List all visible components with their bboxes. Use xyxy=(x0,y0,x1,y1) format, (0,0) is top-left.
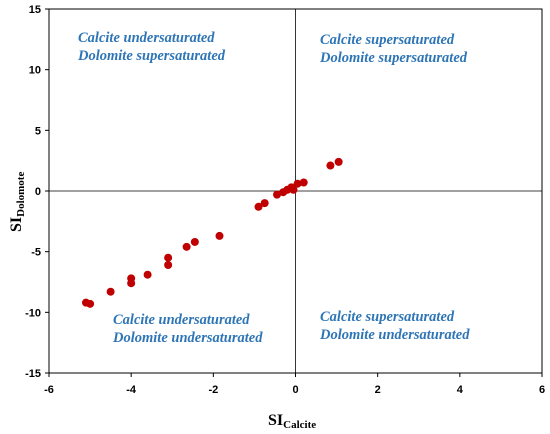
y-tick-label: 5 xyxy=(35,125,41,137)
data-point xyxy=(289,185,298,194)
y-axis-label-sub: Dolomote xyxy=(15,172,27,217)
x-axis-ticks: -6 -4 -2 0 2 4 6 xyxy=(44,373,545,396)
data-point xyxy=(182,242,191,251)
x-tick-label: 4 xyxy=(457,384,464,396)
x-tick-label: 0 xyxy=(292,384,298,396)
y-axis-ticks: 15 10 5 0 -5 -10 -15 xyxy=(25,4,49,380)
quadrant-top-right-line2: Dolomite supersaturated xyxy=(319,50,468,66)
data-point xyxy=(143,270,152,279)
quadrant-bottom-right-line2: Dolomite undersaturated xyxy=(319,327,470,343)
quadrant-bottom-right-line1: Calcite supersaturated xyxy=(320,309,455,325)
quadrant-labels: Calcite undersaturated Dolomite supersat… xyxy=(77,30,470,346)
data-points xyxy=(81,157,343,308)
data-point xyxy=(254,202,263,211)
x-tick-label: -4 xyxy=(126,384,137,396)
quadrant-top-left-line2: Dolomite supersaturated xyxy=(77,48,226,64)
data-point xyxy=(86,299,95,308)
quadrant-top-left-line1: Calcite undersaturated xyxy=(78,30,215,46)
x-tick-label: 6 xyxy=(539,384,545,396)
data-point xyxy=(299,178,308,187)
x-axis-label-main: SI xyxy=(268,412,283,429)
y-tick-label: 0 xyxy=(35,186,41,198)
x-tick-label: 2 xyxy=(375,384,381,396)
data-point xyxy=(190,237,199,246)
quadrant-top-right-line1: Calcite supersaturated xyxy=(320,32,455,48)
data-point xyxy=(164,253,173,262)
x-axis-label-sub: Calcite xyxy=(283,419,316,431)
data-point xyxy=(260,199,269,208)
y-tick-label: 15 xyxy=(29,4,41,16)
data-point xyxy=(164,261,173,270)
quadrant-bottom-left-line1: Calcite undersaturated xyxy=(113,312,250,328)
data-point xyxy=(326,161,335,170)
x-tick-label: -2 xyxy=(208,384,218,396)
y-tick-label: 10 xyxy=(29,65,41,77)
data-point xyxy=(215,231,224,240)
x-tick-label: -6 xyxy=(44,384,54,396)
data-point xyxy=(293,179,302,188)
y-tick-label: -5 xyxy=(31,247,41,259)
data-point xyxy=(106,287,115,296)
data-point xyxy=(273,190,282,199)
data-point xyxy=(334,157,343,166)
quadrant-bottom-left-line2: Dolomite undersaturated xyxy=(112,330,263,346)
y-axis-label-main: SI xyxy=(8,217,25,232)
data-point xyxy=(127,274,136,283)
y-tick-label: -10 xyxy=(25,307,41,319)
y-axis-label: SIDolomote xyxy=(8,172,27,232)
x-axis-label: SICalcite xyxy=(268,412,316,431)
y-tick-label: -15 xyxy=(25,368,41,380)
